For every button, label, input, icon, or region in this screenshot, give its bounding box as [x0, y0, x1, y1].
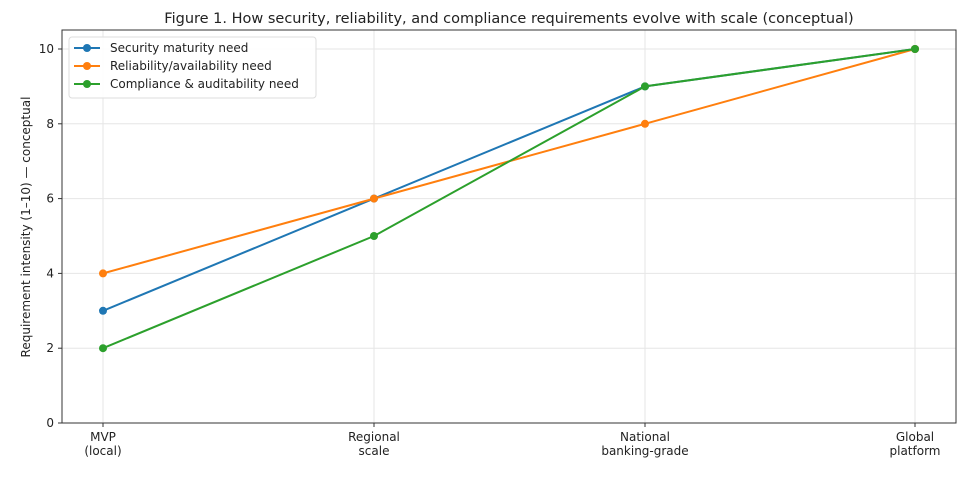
chart-title: Figure 1. How security, reliability, and… — [164, 11, 853, 27]
x-tick-label: scale — [359, 444, 390, 458]
x-tick-label: National — [620, 430, 670, 444]
series-group — [99, 45, 919, 353]
legend-box — [68, 36, 317, 99]
data-point — [99, 269, 107, 278]
x-tick-label: MVP — [90, 430, 116, 444]
y-tick-label: 4 — [46, 266, 54, 280]
legend-marker — [83, 44, 91, 52]
data-point — [370, 232, 378, 240]
data-point — [99, 344, 107, 353]
x-tick-label: banking-grade — [601, 444, 688, 458]
y-tick-label: 2 — [46, 341, 54, 355]
y-tick-label: 6 — [46, 192, 54, 206]
legend-label: Compliance & auditability need — [110, 77, 299, 91]
legend: Security maturity need Reliability/availa… — [68, 36, 317, 99]
data-point — [641, 82, 649, 91]
data-point — [911, 45, 919, 53]
data-point — [641, 119, 649, 128]
data-point — [370, 194, 378, 203]
y-tick-label: 0 — [46, 416, 54, 430]
y-tick-label: 8 — [46, 117, 54, 131]
legend-marker — [83, 62, 91, 70]
x-tick-label: Regional — [348, 430, 400, 444]
x-tick-label: (local) — [84, 444, 121, 458]
x-tick-label: Global — [896, 430, 934, 444]
series-line — [102, 48, 916, 350]
x-tick-label: platform — [890, 444, 941, 458]
data-point — [99, 306, 107, 315]
plot-frame — [61, 29, 957, 424]
legend-label: Reliability/availability need — [110, 59, 272, 73]
legend-marker — [83, 80, 91, 88]
y-axis-label: Requirement intensity (1–10) — conceptua… — [19, 97, 33, 358]
legend-label: Security maturity need — [110, 41, 248, 55]
y-tick-label: 10 — [39, 42, 54, 56]
